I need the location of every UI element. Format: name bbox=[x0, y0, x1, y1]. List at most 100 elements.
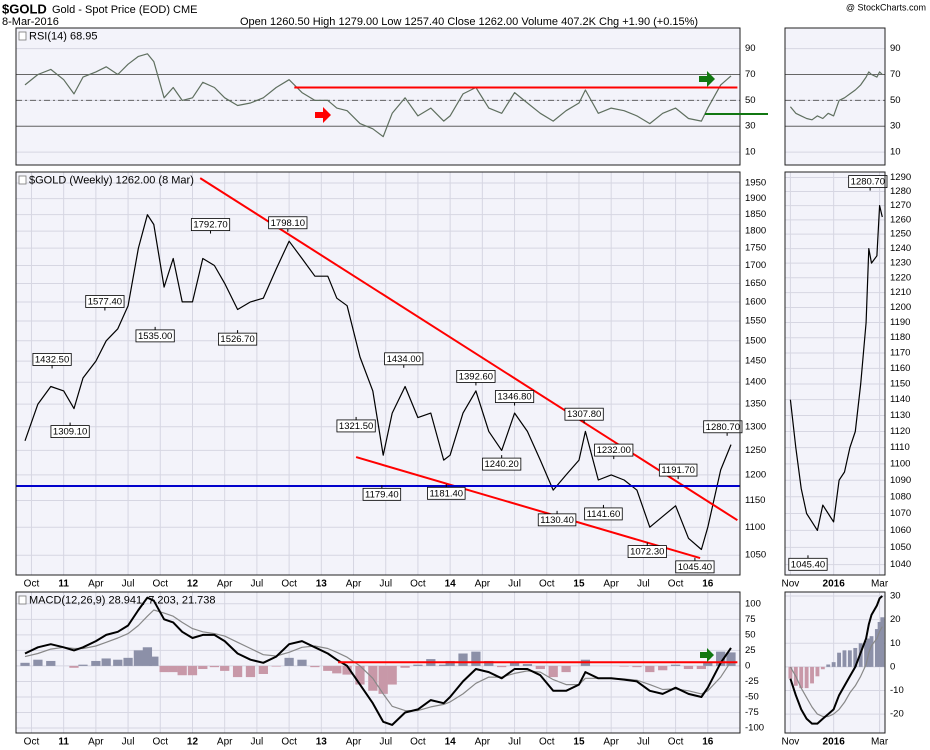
y-tick-label: 1800 bbox=[745, 226, 766, 237]
histogram-bar bbox=[123, 657, 133, 666]
y-tick-label: 90 bbox=[890, 43, 901, 54]
date: 8-Mar-2016 bbox=[2, 16, 59, 28]
histogram-bar bbox=[864, 640, 869, 667]
histogram-bar bbox=[323, 665, 333, 671]
panel-background bbox=[16, 28, 740, 165]
x-tick-label: Oct bbox=[539, 579, 555, 590]
y-tick-label: -50 bbox=[745, 691, 759, 702]
y-tick-label: 10 bbox=[890, 147, 901, 158]
y-tick-label: 1120 bbox=[890, 426, 910, 437]
series-line bbox=[789, 626, 883, 718]
y-tick-label: -10 bbox=[890, 685, 904, 696]
histogram-bar bbox=[133, 650, 144, 666]
trend-line bbox=[199, 177, 738, 522]
annotation-label: 1321.50 bbox=[339, 421, 373, 432]
histogram-bar bbox=[658, 665, 668, 671]
annotation-label: 1232.00 bbox=[597, 445, 631, 456]
x-tick-label: Apr bbox=[475, 579, 491, 590]
histogram-bar bbox=[378, 665, 388, 694]
panel-background bbox=[16, 172, 740, 575]
x-tick-label: Nov bbox=[782, 737, 800, 748]
y-tick-label: 1850 bbox=[745, 209, 766, 220]
histogram-bar bbox=[842, 650, 847, 667]
histogram-bar bbox=[880, 617, 885, 667]
annotation-box bbox=[584, 507, 623, 521]
annotation-box bbox=[32, 353, 72, 366]
y-tick-label: 1280 bbox=[890, 186, 911, 197]
panel-border bbox=[15, 27, 741, 166]
x-tick-label: Jul bbox=[637, 579, 650, 590]
x-tick-label: Apr bbox=[217, 579, 233, 590]
y-tick-label: 1160 bbox=[890, 363, 910, 374]
histogram-bar bbox=[46, 660, 56, 666]
histogram-bar bbox=[198, 665, 208, 670]
panel: 1050 1100 1150 1200 1250 1300 1350 1400 1450 1500… bbox=[15, 171, 766, 590]
panel-border bbox=[784, 591, 886, 734]
y-tick-label: 1170 bbox=[890, 348, 910, 359]
x-tick-label: Apr bbox=[88, 737, 104, 748]
red-arrow bbox=[315, 107, 331, 123]
y-tick-label: 1350 bbox=[745, 399, 766, 410]
histogram-bar bbox=[220, 665, 230, 671]
histogram-bar bbox=[804, 666, 809, 689]
x-tick-label: 14 bbox=[445, 579, 457, 590]
annotation-label: 1181.40 bbox=[429, 488, 463, 499]
annotation-box bbox=[627, 545, 667, 558]
histogram-bar bbox=[187, 665, 198, 676]
x-tick-label: Nov bbox=[782, 579, 800, 590]
annotation-label: 1280.70 bbox=[706, 422, 740, 433]
annotation-box bbox=[362, 487, 402, 501]
annotation-box bbox=[384, 352, 424, 366]
annotation-label: 1798.10 bbox=[271, 218, 305, 229]
plot-area bbox=[16, 592, 740, 733]
histogram-bar bbox=[355, 665, 365, 685]
plot-area bbox=[16, 48, 740, 153]
y-tick-label: 90 bbox=[745, 43, 756, 54]
annotation-label: 1045.40 bbox=[791, 559, 825, 570]
panel-border bbox=[784, 171, 886, 576]
x-tick-label: 11 bbox=[58, 579, 69, 590]
y-tick-label: -25 bbox=[745, 676, 759, 687]
y-tick-label: 1140 bbox=[890, 394, 910, 405]
y-tick-label: 1130 bbox=[890, 410, 910, 421]
annotation-label: 1240.20 bbox=[485, 459, 519, 470]
y-tick-label: 1450 bbox=[745, 356, 766, 367]
x-tick-label: Oct bbox=[668, 737, 684, 748]
series-line bbox=[789, 71, 883, 121]
annotation-box bbox=[456, 370, 496, 383]
x-tick-label: 14 bbox=[445, 737, 457, 748]
y-tick-label: 70 bbox=[890, 69, 901, 80]
annotation-label: 1535.00 bbox=[138, 331, 172, 342]
y-tick-label: 1950 bbox=[745, 178, 766, 189]
x-tick-label: Oct bbox=[410, 737, 426, 748]
histogram-bar bbox=[826, 664, 831, 667]
x-tick-label: Oct bbox=[153, 579, 169, 590]
series-line bbox=[789, 205, 883, 531]
x-tick-label: Jul bbox=[508, 737, 521, 748]
y-tick-label: 1070 bbox=[890, 508, 911, 519]
title-icon bbox=[18, 175, 27, 185]
series-line bbox=[24, 53, 732, 138]
histogram-bar bbox=[696, 665, 706, 670]
annotation-label: 1141.60 bbox=[587, 509, 621, 520]
green-arrow bbox=[700, 648, 714, 662]
histogram-bar bbox=[874, 629, 879, 667]
panel-border bbox=[15, 171, 741, 576]
y-tick-label: 1230 bbox=[890, 258, 911, 269]
x-tick-label: Oct bbox=[281, 579, 297, 590]
y-tick-label: 0 bbox=[745, 660, 750, 671]
annotation-label: 1526.70 bbox=[220, 334, 254, 345]
x-tick-label: Jul bbox=[251, 737, 264, 748]
histogram-bar bbox=[400, 665, 410, 668]
x-tick-label: Apr bbox=[475, 737, 491, 748]
annotation-label: 1432.50 bbox=[35, 354, 69, 365]
trend-line bbox=[355, 456, 701, 560]
histogram-bar bbox=[548, 665, 558, 678]
histogram-bar bbox=[297, 659, 307, 666]
plot-area bbox=[785, 592, 885, 733]
histogram-bar bbox=[271, 665, 281, 667]
panel: 1040 1050 1060 1070 1080 1090 1100 1110 1120 1130… bbox=[782, 171, 911, 590]
x-tick-label: Apr bbox=[346, 737, 362, 748]
histogram-bar bbox=[726, 652, 736, 666]
